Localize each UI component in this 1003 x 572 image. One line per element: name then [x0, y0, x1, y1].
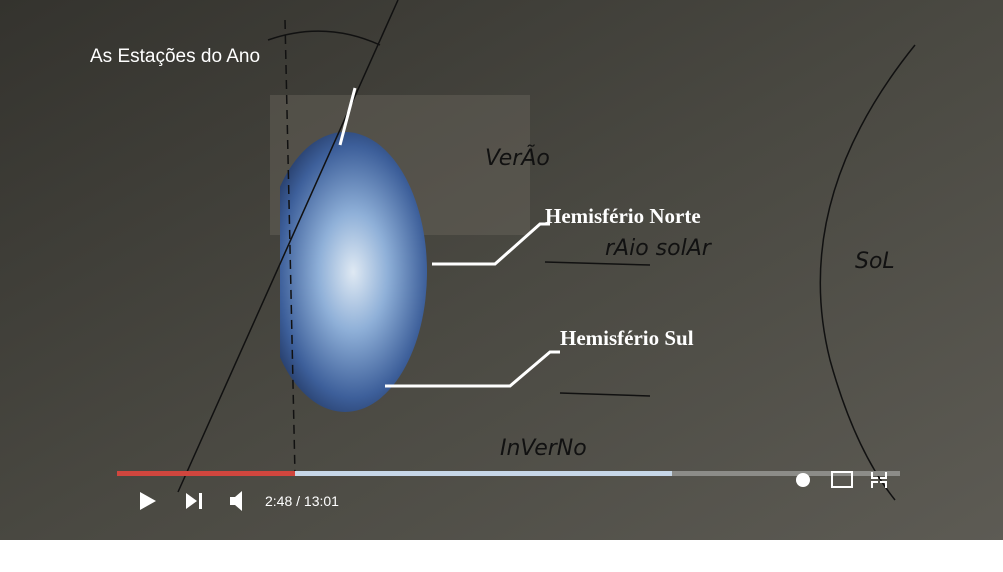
time-display: 2:48 / 13:01 [265, 493, 339, 509]
video-title: As Estações do Ano [90, 46, 260, 67]
note-sun: SoL [855, 249, 895, 274]
note-ray: rAio solAr [605, 236, 713, 261]
video-photo: As Estações do Ano Hemisfério Norte Hemi… [0, 0, 1003, 572]
page: As Estações do Ano Hemisfério Norte Hemi… [0, 0, 1003, 572]
progress-played [117, 471, 295, 476]
settings-button[interactable] [796, 473, 810, 487]
photo-border [0, 540, 1003, 572]
note-winter: InVerNo [500, 436, 587, 461]
earth-globe [263, 132, 427, 412]
note-summer: VerÃo [485, 144, 550, 171]
label-north: Hemisfério Norte [545, 204, 701, 228]
label-south: Hemisfério Sul [560, 326, 694, 350]
